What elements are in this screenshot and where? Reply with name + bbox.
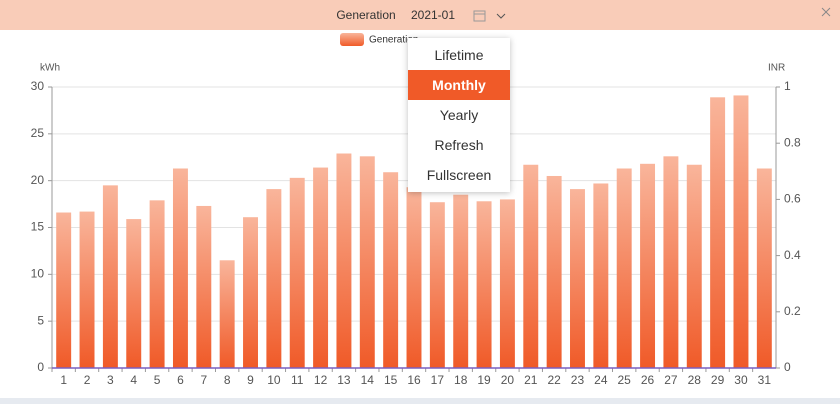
bar xyxy=(196,205,212,368)
x-tick-label: 23 xyxy=(571,373,585,387)
bar xyxy=(266,189,282,368)
x-tick-label: 11 xyxy=(291,373,304,387)
x-tick-label: 10 xyxy=(267,373,281,387)
bar xyxy=(499,199,515,368)
x-tick-label: 29 xyxy=(711,373,725,387)
bar xyxy=(616,168,632,368)
bar xyxy=(172,168,188,368)
bar xyxy=(149,200,165,368)
menu-item[interactable]: Lifetime xyxy=(434,47,484,63)
bar xyxy=(733,95,749,369)
x-tick-label: 15 xyxy=(384,373,398,387)
legend-label[interactable]: Generation xyxy=(369,35,418,46)
bar xyxy=(126,219,142,368)
x-tick-label: 25 xyxy=(618,373,632,387)
x-tick-label: 22 xyxy=(547,373,561,387)
bar xyxy=(359,156,375,368)
x-tick-label: 9 xyxy=(247,373,254,387)
y2-tick-label: 0 xyxy=(784,360,791,374)
bar xyxy=(640,163,656,368)
x-tick-label: 24 xyxy=(594,373,608,387)
close-button[interactable] xyxy=(821,7,831,17)
header-bar xyxy=(0,0,840,30)
y-tick-label: 30 xyxy=(31,79,45,93)
bar xyxy=(546,175,562,368)
y2-tick-label: 0.4 xyxy=(784,248,801,262)
x-tick-label: 7 xyxy=(200,373,207,387)
x-tick-label: 16 xyxy=(407,373,421,387)
x-tick-label: 13 xyxy=(337,373,351,387)
x-tick-label: 31 xyxy=(758,373,772,387)
bar xyxy=(756,168,772,368)
x-tick-label: 18 xyxy=(454,373,468,387)
x-tick-label: 27 xyxy=(664,373,678,387)
bar xyxy=(453,194,469,368)
x-tick-label: 20 xyxy=(501,373,515,387)
bar xyxy=(406,187,422,368)
bar xyxy=(686,164,702,368)
bar xyxy=(56,212,72,368)
bar xyxy=(102,185,118,368)
y2-axis-label: INR xyxy=(768,63,785,74)
bar xyxy=(219,260,235,368)
x-tick-label: 14 xyxy=(361,373,375,387)
bar xyxy=(429,202,445,368)
bar xyxy=(710,97,726,368)
y-tick-label: 10 xyxy=(31,267,45,281)
bar xyxy=(336,153,352,368)
bar xyxy=(79,211,95,368)
bar xyxy=(593,183,609,368)
y-tick-label: 15 xyxy=(31,220,45,234)
x-tick-label: 28 xyxy=(688,373,702,387)
legend-swatch xyxy=(340,33,364,46)
x-tick-label: 30 xyxy=(734,373,748,387)
x-tick-label: 21 xyxy=(524,373,538,387)
menu-item[interactable]: Refresh xyxy=(434,137,484,153)
bar xyxy=(523,164,539,368)
bar xyxy=(476,201,492,368)
x-tick-label: 4 xyxy=(130,373,137,387)
bottom-strip xyxy=(0,398,840,404)
bar xyxy=(570,189,585,368)
date-picker[interactable]: 2021-01 xyxy=(411,8,455,22)
bar xyxy=(243,217,258,368)
x-tick-label: 3 xyxy=(107,373,114,387)
y-tick-label: 5 xyxy=(37,313,44,327)
calendar-icon[interactable] xyxy=(473,10,486,22)
x-tick-label: 26 xyxy=(641,373,655,387)
y-tick-label: 25 xyxy=(31,126,45,140)
menu-item[interactable]: Yearly xyxy=(439,107,479,123)
x-tick-label: 6 xyxy=(177,373,184,387)
x-tick-label: 5 xyxy=(154,373,161,387)
menu-item[interactable]: Fullscreen xyxy=(426,167,492,183)
dropdown-chevron[interactable] xyxy=(496,13,506,19)
bar xyxy=(313,167,329,368)
bar xyxy=(289,177,305,368)
bar xyxy=(663,156,679,368)
y2-tick-label: 0.2 xyxy=(784,304,801,318)
x-tick-label: 2 xyxy=(84,373,91,387)
menu-item[interactable]: Monthly xyxy=(408,70,510,100)
x-tick-label: 1 xyxy=(60,373,67,387)
y-axis-label: kWh xyxy=(40,63,60,74)
x-tick-label: 8 xyxy=(224,373,231,387)
y-tick-label: 20 xyxy=(31,173,45,187)
bar xyxy=(383,172,399,368)
header-title: Generation xyxy=(336,8,395,22)
x-tick-label: 17 xyxy=(431,373,445,387)
y2-tick-label: 1 xyxy=(784,79,791,93)
y2-tick-label: 0.6 xyxy=(784,192,801,206)
x-tick-label: 12 xyxy=(314,373,328,387)
context-menu: Lifetime Monthly Yearly Refresh Fullscreen xyxy=(408,38,510,192)
y2-tick-label: 0.8 xyxy=(784,135,801,149)
x-tick-label: 19 xyxy=(477,373,491,387)
y-tick-label: 0 xyxy=(37,360,44,374)
